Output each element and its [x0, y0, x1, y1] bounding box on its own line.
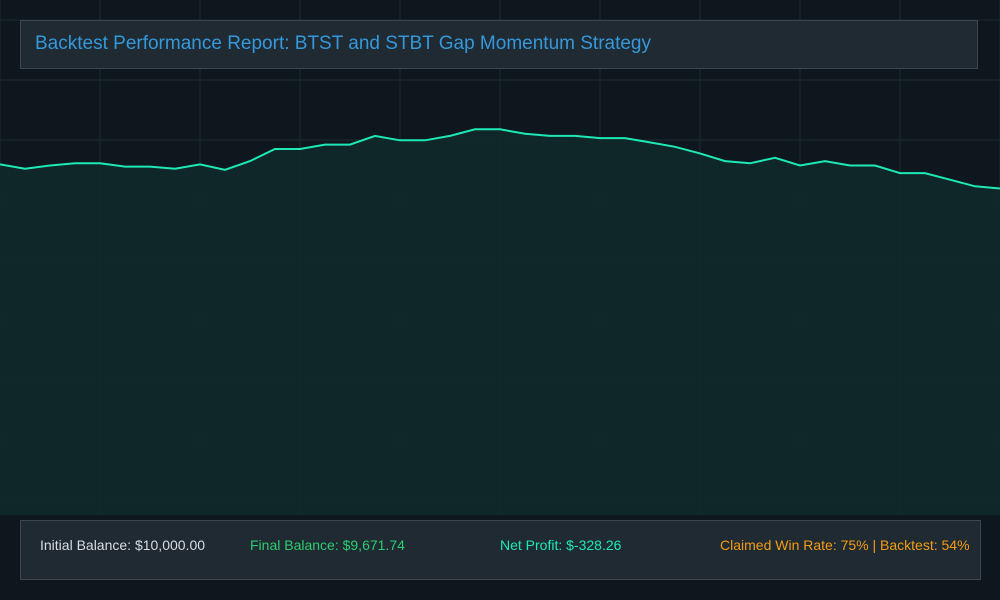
equity-line	[0, 128, 1000, 190]
stats-panel: Initial Balance: $10,000.00 Final Balanc…	[20, 520, 981, 580]
equity-area	[0, 129, 1000, 516]
win-rate: Claimed Win Rate: 75% | Backtest: 54%	[720, 537, 970, 553]
net-profit: Net Profit: $-328.26	[500, 537, 622, 553]
initial-balance: Initial Balance: $10,000.00	[40, 537, 206, 553]
final-balance: Final Balance: $9,671.74	[250, 537, 405, 553]
report-header: Backtest Performance Report: BTST and ST…	[20, 20, 978, 69]
report-title: Backtest Performance Report: BTST and ST…	[35, 33, 651, 54]
